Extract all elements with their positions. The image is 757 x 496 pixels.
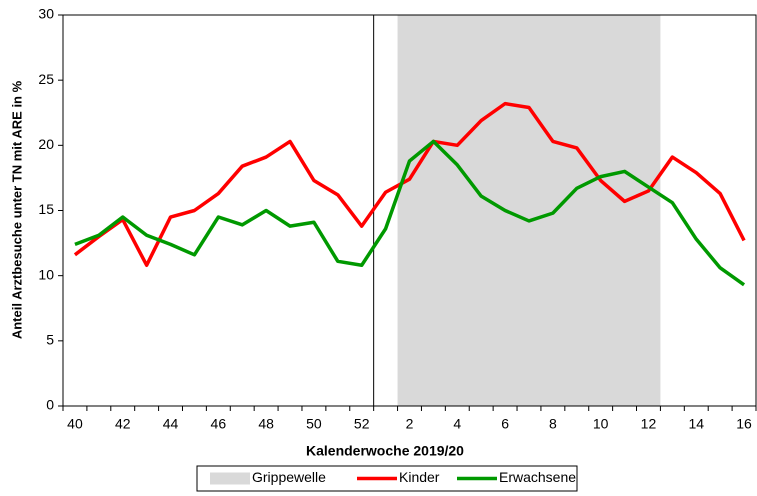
x-tick-label: 46 xyxy=(211,416,227,432)
x-tick-label: 6 xyxy=(501,416,509,432)
legend-label: Kinder xyxy=(399,469,440,485)
x-tick-label: 40 xyxy=(67,416,83,432)
x-tick-label: 12 xyxy=(641,416,657,432)
y-tick-label: 20 xyxy=(38,136,54,152)
band xyxy=(397,15,661,406)
x-tick-label: 16 xyxy=(736,416,752,432)
y-tick-label: 10 xyxy=(38,266,54,282)
x-tick-label: 4 xyxy=(453,416,461,432)
x-tick-label: 44 xyxy=(163,416,179,432)
x-tick-label: 8 xyxy=(549,416,557,432)
series-line xyxy=(74,139,746,287)
x-tick-label: 50 xyxy=(306,416,322,432)
legend-swatch xyxy=(210,472,250,485)
y-tick-label: 0 xyxy=(46,397,54,413)
x-tick-label: 14 xyxy=(688,416,704,432)
x-tick-label: 42 xyxy=(115,416,131,432)
series-line xyxy=(73,101,746,267)
x-axis-title: Kalenderwoche 2019/20 xyxy=(306,443,464,459)
y-tick-label: 15 xyxy=(38,201,54,217)
y-tick-label: 30 xyxy=(38,6,54,22)
x-tick-label: 48 xyxy=(258,416,274,432)
x-tick-label: 10 xyxy=(593,416,609,432)
legend-label: Grippewelle xyxy=(252,469,326,485)
y-axis-title: Anteil Arztbesuche unter TN mit ARE in % xyxy=(9,80,24,339)
legend-label: Erwachsene xyxy=(499,469,576,485)
x-tick-label: 2 xyxy=(406,416,414,432)
y-tick-label: 25 xyxy=(38,71,54,87)
y-tick-label: 5 xyxy=(46,332,54,348)
x-tick-label: 52 xyxy=(354,416,370,432)
